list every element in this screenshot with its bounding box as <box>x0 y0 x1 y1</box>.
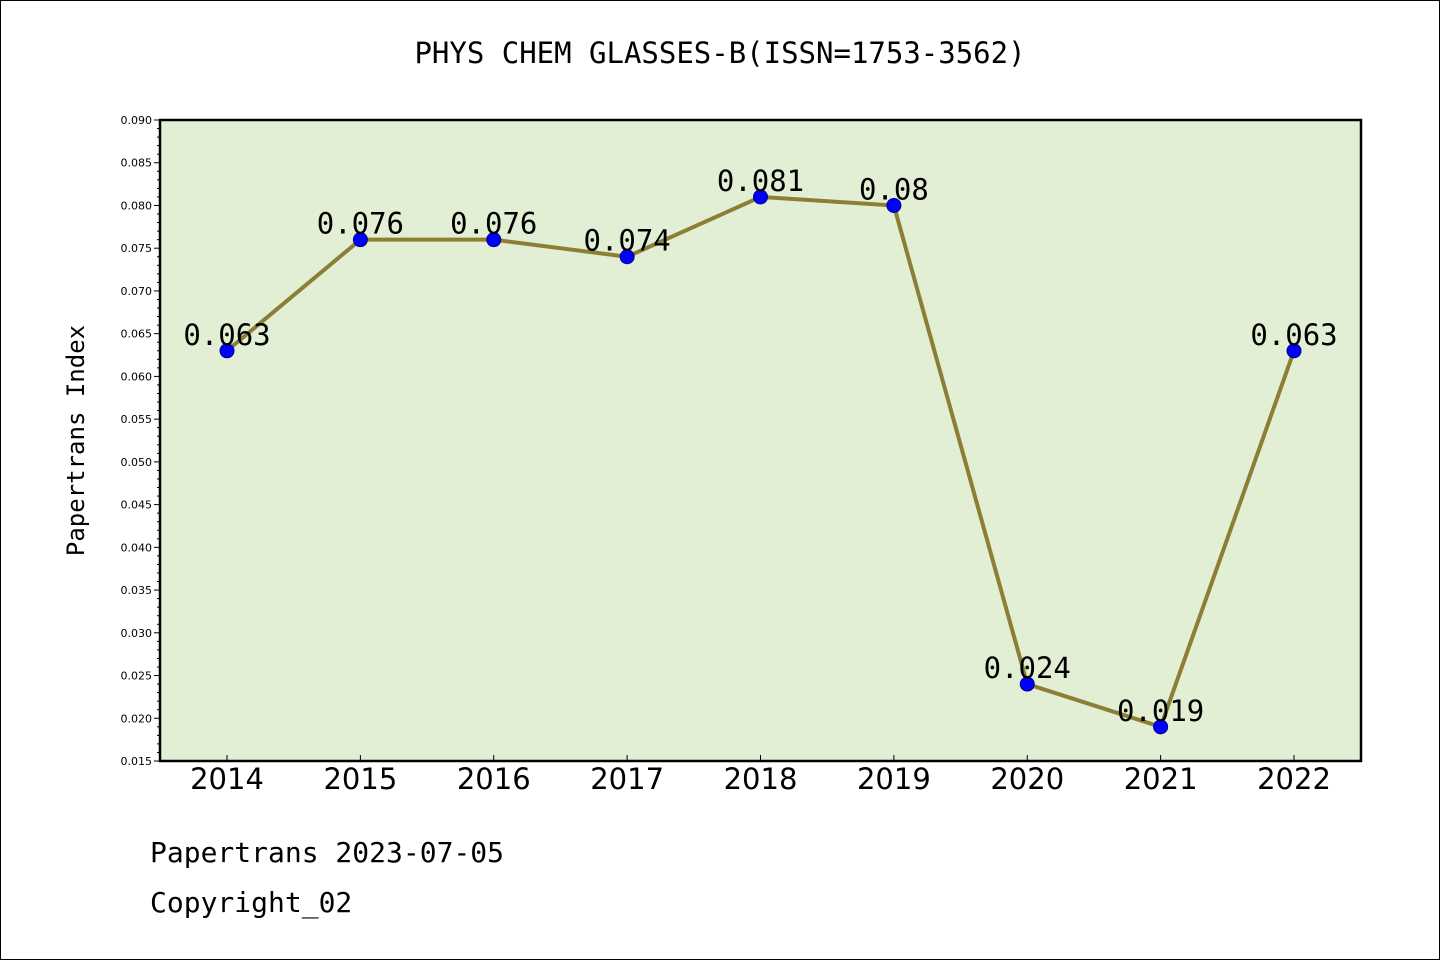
chart-title: PHYS CHEM GLASSES-B(ISSN=1753-3562) <box>414 36 1026 70</box>
data-points <box>219 189 1302 735</box>
y-tick-label: 0.020 <box>121 712 153 725</box>
y-tick-label: 0.030 <box>121 627 153 640</box>
y-tick-label: 0.025 <box>121 670 153 683</box>
x-axis: 2014 2015 2016 2017 2018 2019 2020 2021 2022 <box>190 755 1331 796</box>
data-label: 0.063 <box>1250 318 1337 352</box>
data-label: 0.076 <box>317 207 404 241</box>
y-tick-label: 0.080 <box>121 199 153 212</box>
y-tick-label: 0.035 <box>121 584 153 597</box>
y-tick-label: 0.045 <box>121 499 153 512</box>
x-tick-label: 2017 <box>590 762 664 796</box>
y-tick-label: 0.050 <box>121 456 153 469</box>
data-point <box>1153 719 1169 735</box>
x-tick-label: 2022 <box>1257 762 1331 796</box>
data-label: 0.081 <box>717 164 804 198</box>
data-label: 0.08 <box>859 172 929 206</box>
data-point <box>753 189 768 205</box>
y-axis-label: Papertrans Index <box>62 325 90 556</box>
y-tick-label: 0.055 <box>121 413 153 426</box>
y-tick-label: 0.040 <box>121 541 153 554</box>
data-label: 0.019 <box>1117 694 1204 728</box>
data-labels: 0.063 0.076 0.076 0.074 0.081 0.08 0.024 0.019 0… <box>183 164 1337 728</box>
x-tick-label: 2019 <box>857 762 931 796</box>
x-tick-label: 2018 <box>724 762 798 796</box>
x-tick-label: 2016 <box>457 762 531 796</box>
data-point <box>886 197 902 213</box>
footer-date: Papertrans 2023-07-05 <box>150 836 505 869</box>
y-tick-label: 0.075 <box>121 242 153 255</box>
footer-copyright: Copyright_02 <box>150 886 353 919</box>
x-tick-label: 2020 <box>990 762 1064 796</box>
y-tick-label: 0.085 <box>121 157 153 170</box>
data-label: 0.074 <box>583 224 670 258</box>
y-tick-label: 0.065 <box>121 328 153 341</box>
data-point <box>1286 343 1302 359</box>
data-label: 0.024 <box>984 651 1071 685</box>
x-tick-label: 2014 <box>190 762 264 796</box>
data-point <box>486 232 502 248</box>
y-tick-label: 0.070 <box>121 285 153 298</box>
data-point <box>1019 676 1035 692</box>
plot-area <box>160 120 1361 761</box>
data-label: 0.076 <box>450 207 537 241</box>
y-tick-label: 0.060 <box>121 370 153 383</box>
data-point <box>352 232 368 248</box>
y-axis: 0.015 0.020 0.025 0.030 0.035 0.040 0.045 0.050… <box>121 114 160 768</box>
x-tick-label: 2015 <box>323 762 397 796</box>
plot-border <box>158 118 1363 763</box>
y-tick-label: 0.015 <box>121 755 153 768</box>
data-point <box>219 343 235 359</box>
data-point <box>619 249 635 265</box>
x-tick-label: 2021 <box>1124 762 1198 796</box>
data-label: 0.063 <box>183 318 270 352</box>
y-tick-label: 0.090 <box>121 114 153 127</box>
